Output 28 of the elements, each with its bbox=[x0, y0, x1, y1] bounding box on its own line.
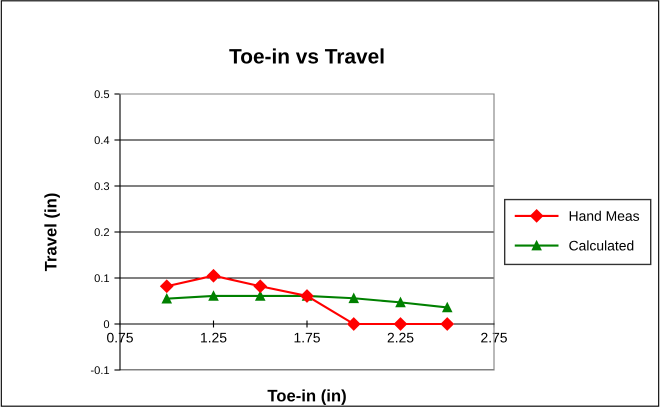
x-axis-title: Toe-in (in) bbox=[268, 389, 346, 405]
legend-label: Hand Meas bbox=[570, 210, 640, 221]
point bbox=[254, 280, 267, 293]
x-tick-label: 2.75 bbox=[481, 332, 507, 343]
point bbox=[255, 291, 266, 301]
point bbox=[440, 317, 454, 331]
y-tick-label: 0 bbox=[104, 320, 110, 328]
legend-label: Calculated bbox=[569, 240, 634, 251]
point bbox=[206, 269, 220, 282]
chart-title: Toe-in vs Travel bbox=[229, 48, 384, 64]
point bbox=[442, 302, 452, 312]
point bbox=[396, 298, 406, 308]
point bbox=[160, 280, 174, 293]
y-axis-title: Travel (in) bbox=[44, 193, 60, 272]
y-tick-label: 0.2 bbox=[94, 228, 110, 236]
point bbox=[348, 293, 359, 304]
y-tick-label: 0.3 bbox=[94, 182, 110, 190]
y-tick-label: 0.5 bbox=[94, 90, 110, 98]
point bbox=[208, 291, 218, 301]
y-tick-label: -0.1 bbox=[90, 366, 110, 374]
point bbox=[162, 294, 172, 304]
x-tick-label: 2.25 bbox=[388, 332, 414, 343]
x-tick-label: 1.75 bbox=[294, 332, 320, 343]
point bbox=[347, 317, 360, 331]
point bbox=[394, 317, 408, 331]
x-tick-label: 1.25 bbox=[201, 332, 226, 343]
y-tick-label: 0.4 bbox=[94, 136, 110, 144]
y-tick-label: 0.1 bbox=[94, 274, 110, 282]
